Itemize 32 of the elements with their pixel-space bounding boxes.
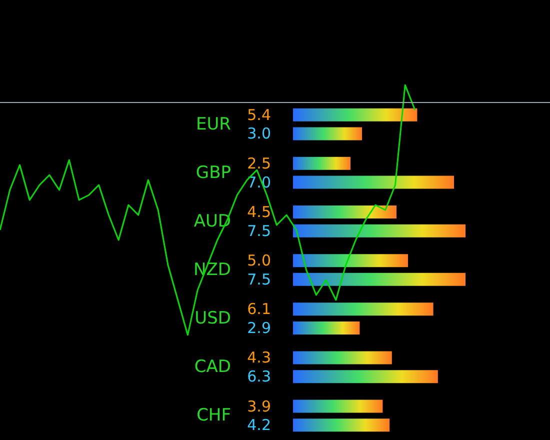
data-label: 3.9 <box>247 397 271 416</box>
data-label: 2.5 <box>247 154 271 172</box>
data-label: 3.0 <box>247 124 271 143</box>
bar <box>293 400 383 413</box>
bar <box>293 302 434 316</box>
data-label: 7.5 <box>247 270 271 288</box>
y-tick-label: CAD <box>194 357 231 378</box>
y-tick-label: CHF <box>196 406 231 426</box>
data-label: 6.1 <box>247 300 271 318</box>
bar <box>293 108 418 122</box>
bar <box>293 272 466 286</box>
y-tick-label: EUR <box>196 114 232 134</box>
bar <box>293 370 438 384</box>
bar <box>293 176 454 189</box>
data-label: 4.3 <box>247 348 271 367</box>
data-label: 4.2 <box>247 416 271 434</box>
bar <box>293 321 360 334</box>
bar <box>293 418 390 432</box>
bar <box>293 156 350 170</box>
y-tick-label: USD <box>194 308 231 329</box>
bar <box>293 254 408 268</box>
bar <box>293 224 466 238</box>
data-label: 4.5 <box>247 203 271 222</box>
data-label: 7.5 <box>247 222 271 240</box>
y-tick-label: GBP <box>196 162 231 183</box>
data-label: 5.4 <box>247 106 271 124</box>
bar <box>293 351 392 364</box>
bar <box>293 127 362 140</box>
data-label: 6.3 <box>247 368 271 386</box>
bar <box>293 206 396 219</box>
data-label: 2.9 <box>247 318 271 337</box>
data-label: 5.0 <box>247 252 271 270</box>
